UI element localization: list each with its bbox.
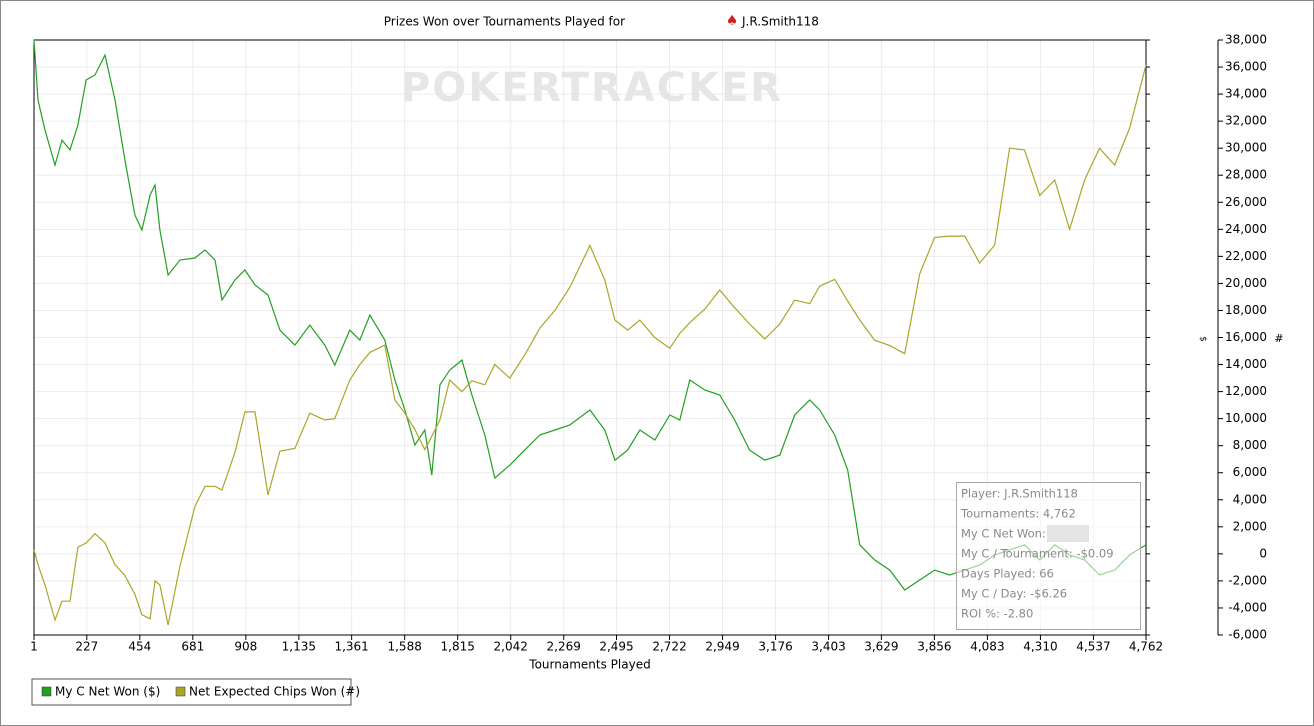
y-tick-label: 2,000 <box>1233 519 1267 533</box>
legend-label: Net Expected Chips Won (#) <box>189 685 360 699</box>
data-line <box>33 39 1147 591</box>
legend-swatch <box>41 686 52 697</box>
x-tick-label: 681 <box>181 640 204 654</box>
x-tick-label: 3,176 <box>758 640 792 654</box>
watermark: POKERTRACKER <box>401 65 783 111</box>
x-tick-label: 4,762 <box>1129 640 1163 654</box>
y-tick-label: 34,000 <box>1225 87 1267 101</box>
y-tick-label: 22,000 <box>1225 249 1267 263</box>
tooltip-line: My C Net Won: <box>961 527 1046 541</box>
tooltip-line: ROI %: -2.80 <box>961 607 1033 621</box>
y-tick-label: -6,000 <box>1228 628 1267 642</box>
y-tick-label: 16,000 <box>1225 330 1267 344</box>
tooltip-line: My C / Day: -$6.26 <box>961 587 1067 601</box>
blurred-value <box>1047 525 1089 542</box>
x-tick-label: 1,588 <box>387 640 421 654</box>
x-tick-label: 4,310 <box>1023 640 1057 654</box>
y-tick-label: 14,000 <box>1225 357 1267 371</box>
x-tick-label: 2,722 <box>652 640 686 654</box>
tooltip-line: My C / Tournament: -$0.09 <box>961 547 1114 561</box>
x-axis-title: Tournaments Played <box>528 658 650 672</box>
x-tick-label: 4,537 <box>1076 640 1110 654</box>
tooltip-line: Days Played: 66 <box>961 567 1054 581</box>
x-tick-label: 1,815 <box>441 640 475 654</box>
x-tick-label: 1 <box>30 640 38 654</box>
y2-axis-title: # <box>1274 332 1283 345</box>
y-tick-label: 10,000 <box>1225 411 1267 425</box>
x-tick-label: 3,629 <box>864 640 898 654</box>
y-tick-label: 8,000 <box>1233 438 1267 452</box>
y-tick-label: 4,000 <box>1233 492 1267 506</box>
x-tick-label: 2,269 <box>547 640 581 654</box>
y-tick-label: 28,000 <box>1225 168 1267 182</box>
legend-swatch <box>175 686 186 697</box>
y-axis-title: $ <box>1198 336 1208 342</box>
x-tick-label: 2,949 <box>705 640 739 654</box>
x-tick-label: 1,361 <box>334 640 368 654</box>
x-tick-label: 227 <box>75 640 98 654</box>
y-tick-label: 32,000 <box>1225 114 1267 128</box>
x-tick-label: 3,856 <box>917 640 951 654</box>
tooltip-line: Tournaments: 4,762 <box>960 507 1076 521</box>
x-tick-label: 454 <box>128 640 151 654</box>
legend-label: My C Net Won ($) <box>55 685 160 699</box>
x-tick-label: 4,083 <box>970 640 1004 654</box>
y-tick-label: 0 <box>1259 546 1267 560</box>
chart-title: Prizes Won over Tournaments Played for <box>384 15 625 29</box>
tooltip-line: Player: J.R.Smith118 <box>961 487 1078 501</box>
player-name: J.R.Smith118 <box>741 15 819 29</box>
y-tick-label: -2,000 <box>1228 573 1267 587</box>
y-tick-label: -4,000 <box>1228 600 1267 614</box>
data-line <box>33 64 1147 626</box>
y-tick-label: 26,000 <box>1225 195 1267 209</box>
player-icon: ♠ <box>726 13 739 29</box>
x-tick-label: 3,403 <box>811 640 845 654</box>
y-tick-label: 30,000 <box>1225 141 1267 155</box>
legend-box <box>31 678 352 706</box>
x-tick-label: 908 <box>234 640 257 654</box>
y-tick-label: 12,000 <box>1225 384 1267 398</box>
tooltip-box <box>956 482 1141 630</box>
x-tick-label: 2,042 <box>494 640 528 654</box>
y-tick-label: 38,000 <box>1225 33 1267 47</box>
y-tick-label: 18,000 <box>1225 303 1267 317</box>
y-tick-label: 36,000 <box>1225 60 1267 74</box>
x-tick-label: 2,495 <box>599 640 633 654</box>
y-tick-label: 20,000 <box>1225 276 1267 290</box>
x-tick-label: 1,135 <box>282 640 316 654</box>
y-tick-label: 24,000 <box>1225 222 1267 236</box>
y-tick-label: 6,000 <box>1233 465 1267 479</box>
